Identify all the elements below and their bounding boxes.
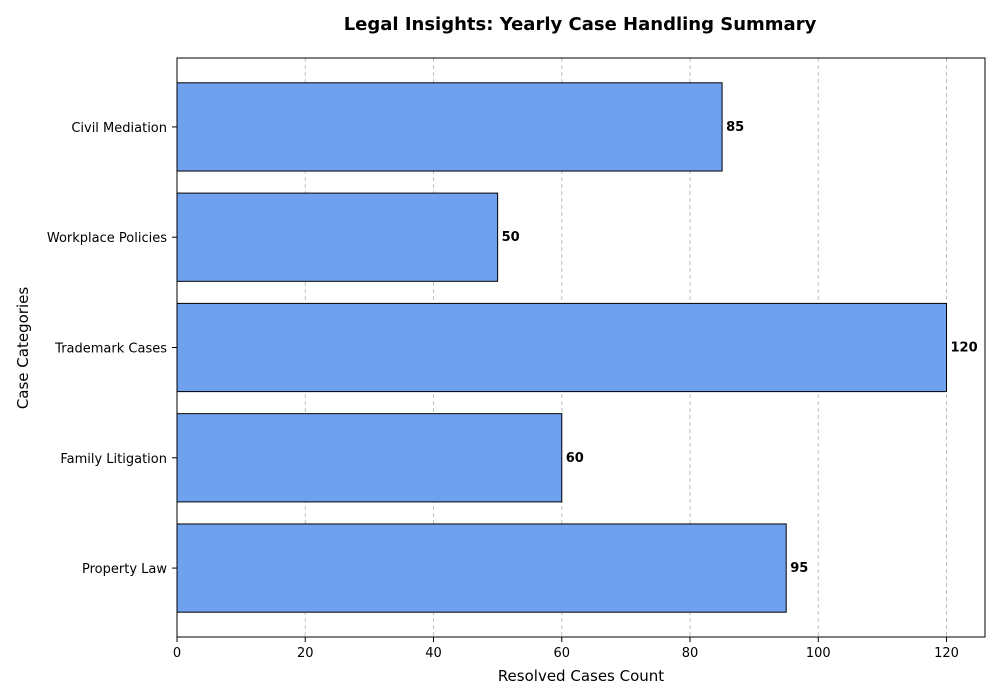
- chart-title: Legal Insights: Yearly Case Handling Sum…: [344, 14, 817, 35]
- bar-layer: [176, 82, 948, 613]
- x-tick-label: 0: [173, 646, 181, 661]
- data-label: 50: [502, 230, 520, 245]
- x-axis: 0 20 40 60 80 100 120: [173, 637, 959, 661]
- x-tick-label: 120: [934, 646, 959, 661]
- data-label: 120: [951, 341, 978, 356]
- x-tick-label: 40: [425, 646, 442, 661]
- y-axis-label: Case Categories: [14, 287, 32, 410]
- y-tick-label: Family Litigation: [60, 452, 167, 467]
- bar: [176, 413, 563, 503]
- y-tick-label: Civil Mediation: [71, 121, 167, 136]
- bar: [176, 192, 499, 282]
- bar: [176, 523, 787, 613]
- x-tick-label: 20: [297, 646, 314, 661]
- data-label-layer: 95 60 120 50 85: [502, 120, 978, 576]
- x-tick-label: 60: [553, 646, 570, 661]
- bar: [176, 82, 723, 172]
- y-tick-label: Workplace Policies: [47, 231, 167, 246]
- x-tick-label: 100: [806, 646, 831, 661]
- data-label: 95: [790, 561, 808, 576]
- x-axis-label: Resolved Cases Count: [498, 667, 664, 685]
- y-tick-label: Trademark Cases: [54, 342, 167, 357]
- data-label: 85: [726, 120, 744, 135]
- x-tick-label: 80: [682, 646, 699, 661]
- y-axis: Property Law Family Litigation Trademark C…: [47, 121, 177, 577]
- data-label: 60: [566, 451, 584, 466]
- y-tick-label: Property Law: [82, 562, 167, 577]
- bar: [176, 302, 948, 393]
